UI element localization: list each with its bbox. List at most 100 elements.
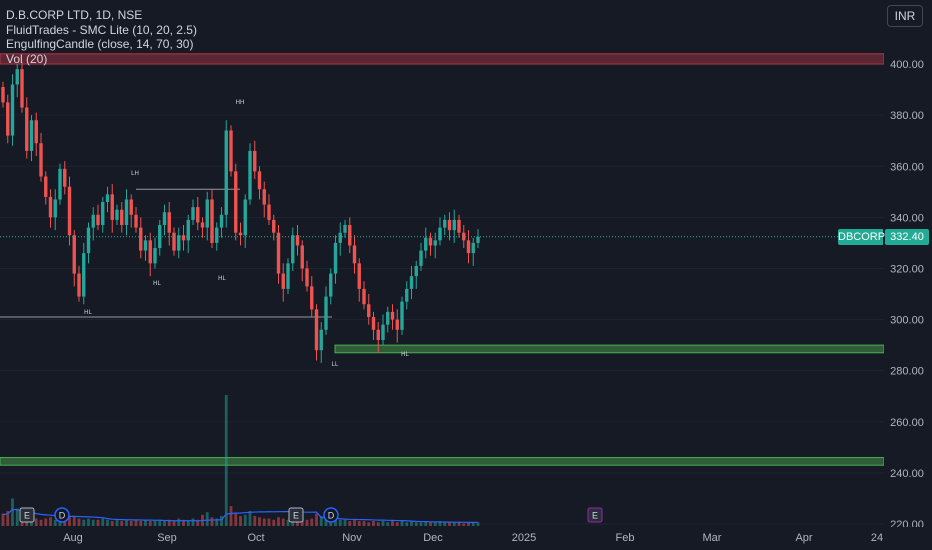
volume-bar bbox=[391, 521, 394, 526]
event-marker-label: D bbox=[328, 511, 335, 521]
time-axis-label[interactable]: Sep bbox=[157, 532, 177, 544]
candle-body bbox=[343, 225, 347, 233]
volume-bar bbox=[381, 521, 385, 526]
price-axis-label[interactable]: 340.00 bbox=[890, 212, 924, 224]
candle-body bbox=[466, 240, 471, 254]
volume-bar bbox=[167, 519, 171, 526]
volume-bar bbox=[144, 519, 147, 526]
indicator-smc[interactable]: FluidTrades - SMC Lite (10, 20, 2.5) bbox=[6, 22, 197, 37]
candle-body bbox=[329, 273, 333, 297]
structure-label: LL bbox=[332, 362, 339, 368]
volume-bar bbox=[96, 519, 100, 526]
candle-body bbox=[300, 245, 304, 269]
candle-body bbox=[186, 219, 190, 241]
candle-body bbox=[129, 199, 133, 215]
candle-body bbox=[91, 214, 95, 228]
dividend-marker[interactable] bbox=[54, 507, 70, 523]
candle-body bbox=[10, 84, 15, 136]
structure-label: HL bbox=[153, 281, 161, 287]
time-axis-label[interactable]: Oct bbox=[247, 532, 264, 544]
volume-bar bbox=[139, 521, 143, 526]
volume-bar bbox=[91, 519, 95, 526]
candle-body bbox=[248, 150, 252, 200]
candle-body bbox=[229, 130, 233, 172]
earnings-marker[interactable] bbox=[288, 507, 304, 523]
time-axis-label[interactable]: Apr bbox=[795, 532, 812, 544]
time-axis-label[interactable]: 2025 bbox=[512, 532, 536, 544]
event-marker-label: E bbox=[293, 511, 299, 521]
candle-body bbox=[15, 69, 19, 85]
candle-body bbox=[115, 209, 119, 220]
dividend-marker[interactable] bbox=[323, 507, 339, 523]
candle-body bbox=[44, 176, 48, 197]
time-axis-label[interactable]: Aug bbox=[63, 532, 83, 544]
volume-bar bbox=[424, 521, 428, 526]
price-axis-label[interactable]: 240.00 bbox=[890, 468, 924, 480]
candle-body bbox=[243, 199, 247, 236]
candle-body bbox=[376, 329, 380, 341]
candle-body bbox=[210, 199, 214, 243]
volume-bar bbox=[471, 522, 475, 526]
time-axis-label[interactable]: Mar bbox=[703, 532, 722, 544]
volume-bar bbox=[205, 512, 209, 526]
volume-bar bbox=[158, 519, 162, 526]
candle-body bbox=[29, 120, 34, 151]
candle-body bbox=[143, 240, 148, 251]
volume-bar bbox=[272, 519, 276, 526]
candle-body bbox=[276, 232, 281, 274]
volume-bar bbox=[248, 511, 252, 526]
candle-body bbox=[53, 199, 57, 218]
candle-body bbox=[72, 235, 76, 274]
price-axis-label[interactable]: 360.00 bbox=[890, 161, 924, 173]
candle-body bbox=[390, 311, 395, 320]
candle-body bbox=[172, 232, 176, 251]
volume-bar bbox=[467, 522, 470, 526]
structure-label: HL bbox=[84, 310, 92, 316]
volume-bar bbox=[448, 522, 451, 526]
demand-zone bbox=[0, 457, 885, 466]
volume-bar bbox=[343, 519, 347, 526]
candle-body bbox=[148, 240, 152, 264]
demand-zone bbox=[334, 344, 885, 354]
indicator-volume[interactable]: Vol (20) bbox=[6, 51, 48, 66]
volume-bar bbox=[281, 518, 285, 526]
volume-bar bbox=[163, 521, 166, 526]
volume-bar bbox=[134, 519, 138, 526]
price-axis-label[interactable]: 300.00 bbox=[890, 315, 924, 327]
time-axis-label[interactable]: Feb bbox=[616, 532, 635, 544]
volume-bar bbox=[334, 518, 337, 526]
candle-body bbox=[139, 227, 143, 251]
candle-body bbox=[153, 248, 157, 264]
time-axis-label[interactable]: Nov bbox=[342, 532, 362, 544]
volume-bar bbox=[101, 518, 105, 526]
volume-bar bbox=[315, 513, 318, 526]
price-axis-label[interactable]: 320.00 bbox=[890, 263, 924, 275]
time-axis-label[interactable]: 24 bbox=[871, 532, 883, 544]
earnings-marker[interactable] bbox=[19, 507, 35, 523]
symbol-title[interactable]: D.B.CORP LTD, 1D, NSE bbox=[6, 8, 143, 22]
volume-bar bbox=[44, 518, 48, 526]
candle-body bbox=[371, 317, 376, 330]
price-axis-label[interactable]: 380.00 bbox=[890, 110, 924, 122]
price-axis-label[interactable]: 400.00 bbox=[890, 59, 924, 71]
volume-bar bbox=[338, 519, 342, 526]
candle-body bbox=[96, 214, 100, 226]
time-axis-label[interactable]: Dec bbox=[423, 532, 443, 544]
volume-bar bbox=[106, 519, 109, 526]
currency-button[interactable]: INR bbox=[887, 5, 923, 27]
volume-bar bbox=[234, 513, 238, 526]
candle-body bbox=[462, 232, 466, 241]
candle-body bbox=[433, 240, 437, 246]
volume-bar bbox=[210, 517, 214, 526]
earnings-marker[interactable] bbox=[587, 507, 603, 523]
volume-bar bbox=[125, 519, 128, 526]
price-axis-label[interactable]: 260.00 bbox=[890, 417, 924, 429]
indicator-engulfing[interactable]: EngulfingCandle (close, 14, 70, 30) bbox=[6, 37, 194, 51]
candle-body bbox=[82, 253, 86, 297]
volume-bar bbox=[15, 508, 19, 526]
candle-body bbox=[191, 207, 195, 220]
volume-bar bbox=[305, 519, 309, 526]
volume-bar bbox=[277, 517, 280, 526]
price-axis-label[interactable]: 280.00 bbox=[890, 366, 924, 378]
